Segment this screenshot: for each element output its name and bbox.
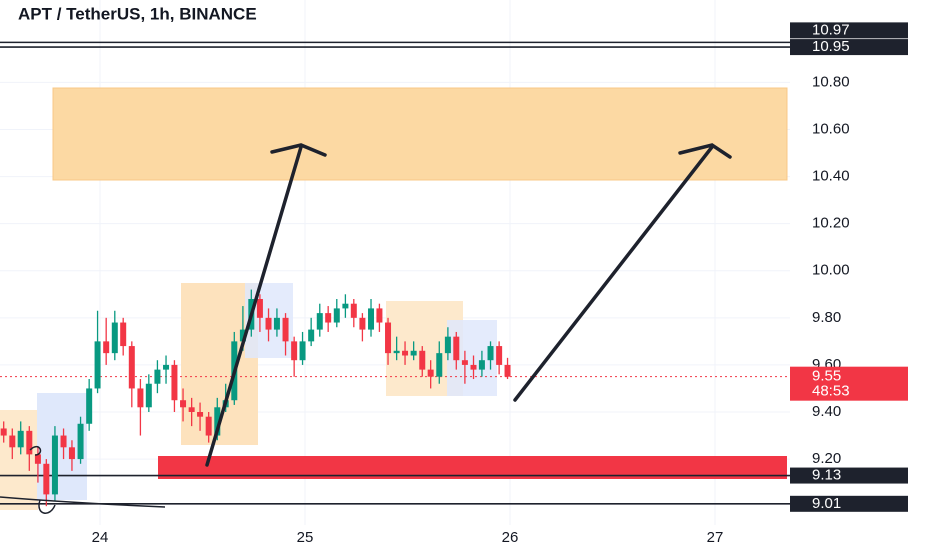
candle-body (214, 407, 221, 436)
sketch-line (0, 496, 166, 508)
candle-body (436, 353, 443, 377)
candle-body (316, 313, 323, 330)
x-tick-label: 27 (707, 529, 724, 546)
candle-body (137, 388, 144, 408)
candle-body (461, 360, 468, 365)
price-box (790, 39, 908, 56)
y-tick-label: 9.20 (812, 450, 841, 467)
y-tick-label: 10.00 (812, 262, 850, 279)
chart-title: APT / TetherUS, 1h, BINANCE (18, 4, 257, 23)
candle-body (359, 317, 366, 330)
candle-body (163, 364, 170, 370)
price-box-label: 10.95 (812, 38, 850, 55)
candle-body (120, 322, 127, 347)
candle-body (453, 336, 460, 361)
candle-body (333, 308, 340, 323)
candle-body (376, 308, 383, 323)
x-tick-label: 25 (297, 529, 314, 546)
sketch-mark (29, 445, 56, 514)
y-tick-label: 9.40 (812, 403, 841, 420)
candle-body (282, 317, 289, 342)
price-box (790, 467, 908, 484)
candle-body (419, 350, 426, 370)
candle-body (325, 313, 332, 323)
y-tick-label: 9.80 (812, 309, 841, 326)
arrow (513, 145, 714, 402)
candle-body (0, 428, 7, 436)
candle-body (273, 317, 280, 330)
candle-body (205, 416, 212, 436)
y-tick-label: 10.40 (812, 168, 850, 185)
candle-body (368, 308, 375, 330)
price-box-label: 10.97 (812, 21, 850, 38)
y-tick-label: 10.80 (812, 73, 850, 90)
candle-body (94, 341, 101, 389)
candle-body (239, 329, 246, 342)
y-tick-label: 10.60 (812, 120, 850, 137)
support-zone (158, 456, 787, 479)
candle-body (265, 317, 272, 330)
countdown-label: 48:53 (812, 383, 850, 400)
sketch (0, 445, 166, 514)
price-box (790, 495, 908, 512)
arrow-head (270, 143, 327, 157)
last-price-box (790, 366, 908, 401)
candle-body (350, 303, 357, 318)
candle-body (393, 350, 400, 354)
candle-body (291, 341, 298, 361)
candle-body (60, 435, 67, 448)
candle-body (86, 388, 93, 424)
candle-body (299, 341, 306, 361)
price-box-label: 9.01 (812, 495, 841, 512)
arrows (205, 143, 732, 467)
y-tick-label: 10.20 (812, 215, 850, 232)
candle-body (385, 322, 392, 354)
target-zone (52, 87, 788, 181)
candle-body (496, 346, 503, 365)
candle-body (402, 350, 409, 356)
candle-body (308, 329, 315, 342)
candle-body (103, 341, 110, 354)
candle-body (444, 336, 451, 354)
candle-body (188, 407, 195, 412)
candle-body (9, 435, 16, 448)
candle-body (17, 430, 24, 448)
candle-body (180, 400, 187, 408)
candle-body (504, 364, 511, 377)
candle-body (43, 463, 50, 495)
candle-body (256, 298, 263, 318)
price-box-label: 9.13 (812, 467, 841, 484)
candle-body (145, 383, 152, 408)
candle-body (487, 346, 494, 361)
last-price-label: 9.55 (812, 368, 841, 385)
candle-body (470, 364, 477, 370)
candle-body (197, 411, 204, 417)
candle-body (427, 369, 434, 377)
candle-body (34, 454, 41, 464)
candle-body (51, 435, 58, 495)
candle-body (171, 364, 178, 401)
candle-body (26, 430, 33, 455)
candle-body (342, 303, 349, 309)
candle-body (128, 346, 135, 389)
price-axis (790, 0, 932, 550)
x-tick-label: 26 (502, 529, 519, 546)
candle-body (77, 423, 84, 460)
candle-body (68, 447, 75, 460)
candle-body (111, 322, 118, 354)
candle-body (154, 369, 161, 384)
candle-body (478, 360, 485, 370)
arrow (205, 145, 303, 467)
candle-body (410, 350, 417, 356)
arrow-head (678, 143, 732, 159)
range-box (0, 410, 38, 510)
price-box (790, 22, 908, 39)
x-tick-label: 24 (92, 529, 109, 546)
